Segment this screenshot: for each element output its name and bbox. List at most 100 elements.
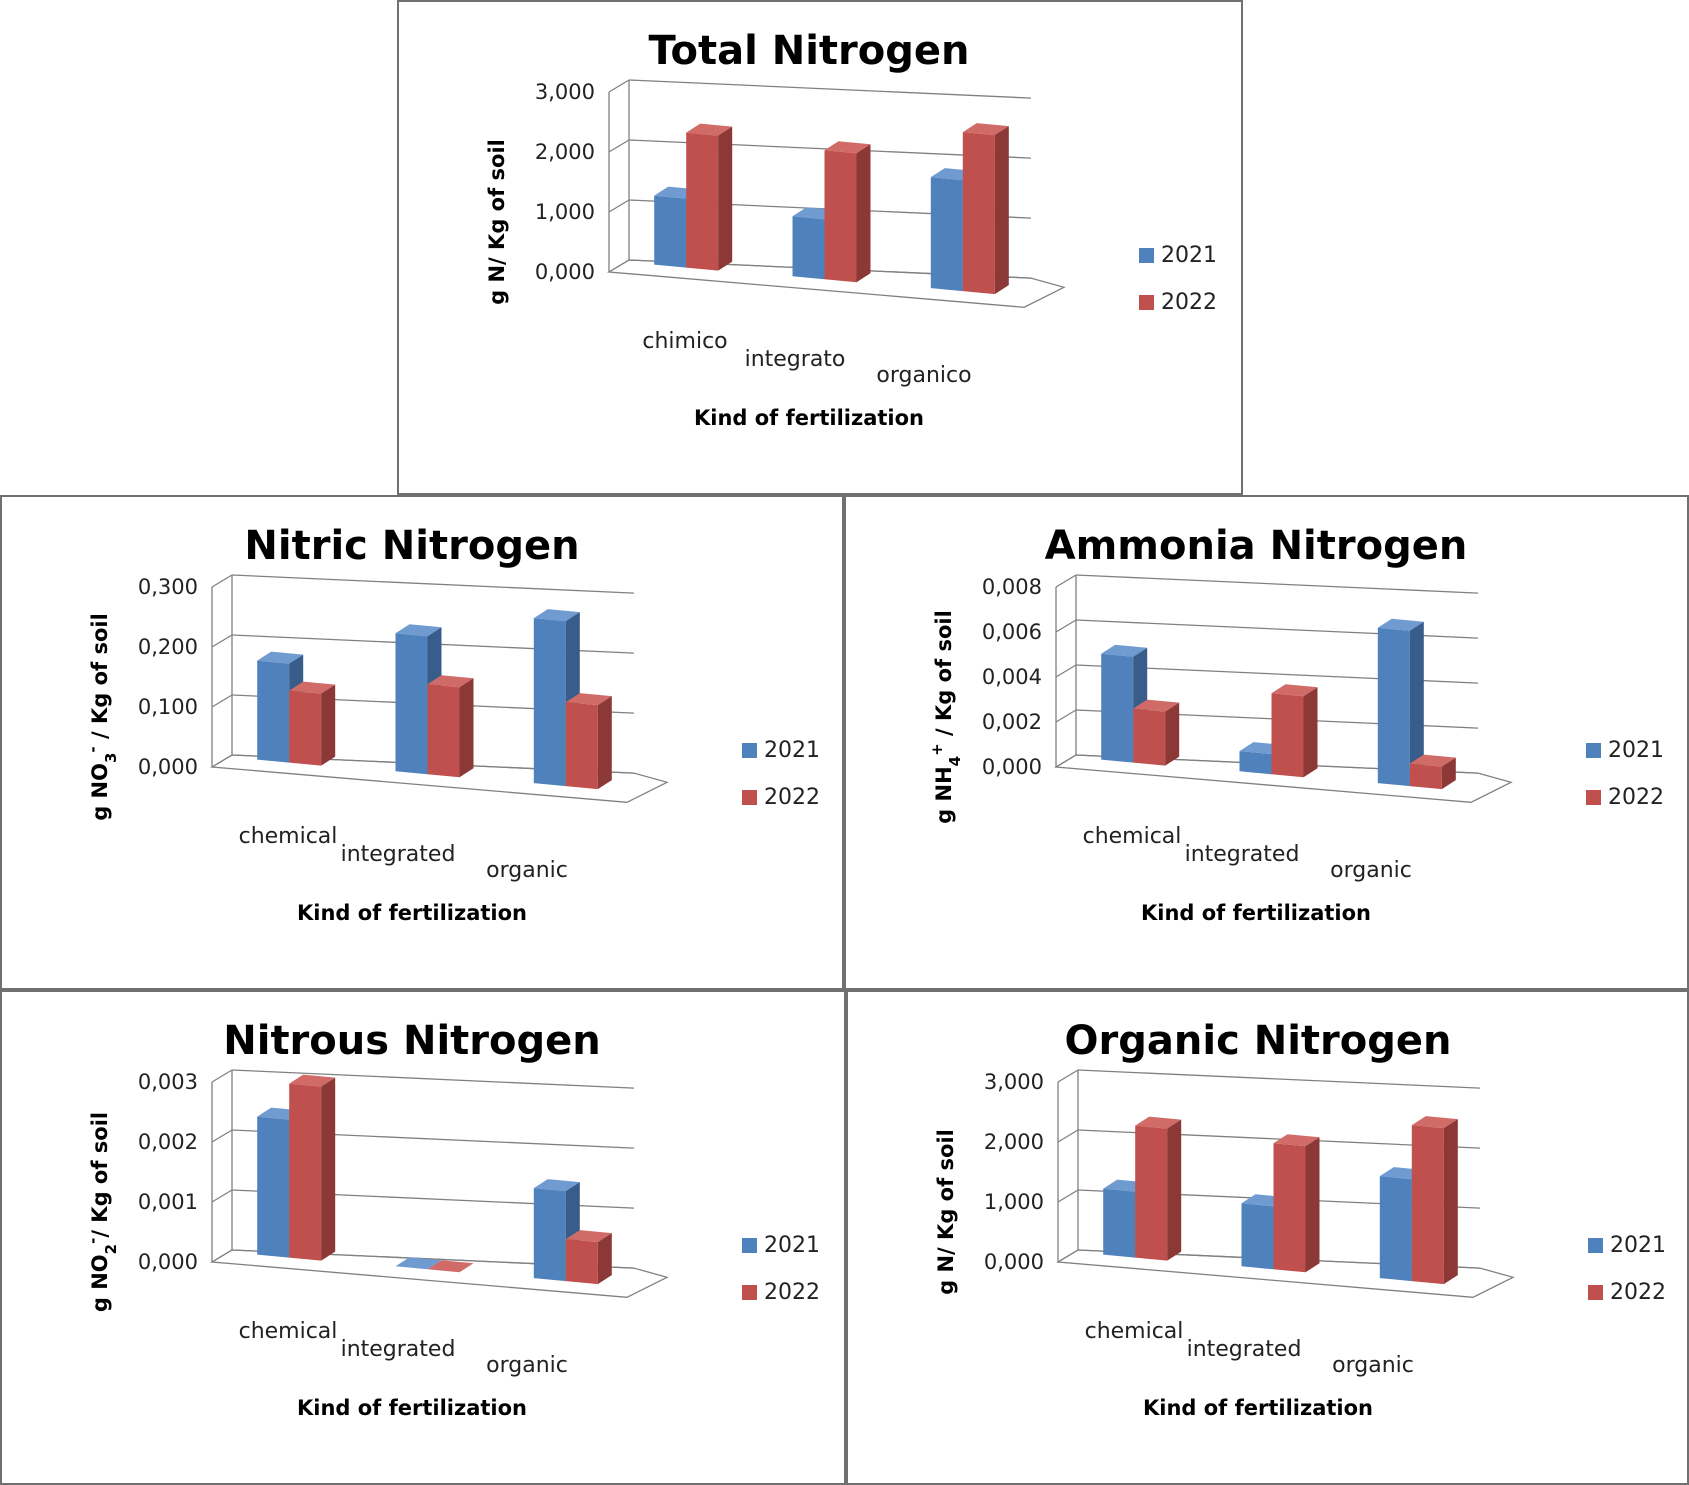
y-axis-label: g N/ Kg of soil (934, 1129, 958, 1295)
x-axis-label: Kind of fertilization (1141, 901, 1371, 925)
x-category-label: integrated (341, 842, 456, 867)
bar-front (1101, 653, 1134, 763)
bar-2022-organic (1409, 754, 1456, 790)
bar-side (994, 126, 1009, 295)
bar-front (565, 702, 598, 790)
bar-front (824, 150, 857, 283)
bar-front (1239, 751, 1272, 775)
y-axis-label: g NO3- / Kg of soil (84, 613, 120, 821)
chart-body: Ammonia Nitrogen 0,000 0,002 0,004 0,006 0,00… (928, 523, 1664, 925)
bar-front (654, 195, 687, 268)
gridline (231, 574, 635, 594)
bar-side (1443, 1119, 1458, 1285)
bar-front (289, 1083, 322, 1261)
chart-floor (1053, 754, 1513, 803)
x-axis-label: Kind of fertilization (297, 1396, 527, 1420)
bar-top (1101, 644, 1148, 657)
bar-2022-organic (1411, 1116, 1458, 1285)
bar-front (533, 618, 566, 787)
bar-top (1135, 1116, 1182, 1129)
bar-2022-chemical (1133, 699, 1180, 766)
chart-panel-nitric-nitrogen: Nitric Nitrogen 0,000 0,100 0,200 0,300 chemi… (0, 495, 844, 990)
chart-nitric-nitrogen: Nitric Nitrogen 0,000 0,100 0,200 0,300 chemi… (84, 523, 820, 925)
bar-top (1133, 699, 1180, 712)
bar-side (856, 144, 871, 283)
bar-2022-organic (565, 693, 612, 790)
bar-side (1165, 702, 1180, 766)
bar-side (1303, 687, 1318, 778)
bar-front (1135, 1125, 1168, 1261)
legend-label-2022: 2022 (1161, 290, 1217, 315)
bar-2022-integrato (824, 141, 871, 283)
y-tick-label: 0,008 (982, 575, 1042, 599)
legend-swatch-2022 (742, 790, 757, 805)
bar-2022-chimico (686, 123, 733, 271)
x-category-label: integrated (1185, 842, 1300, 867)
chart-panel-total-nitrogen: Total Nitrogen 0,000 1,000 2,000 3,000 chimic… (397, 0, 1243, 495)
y-axis-label: g N/ Kg of soil (485, 139, 509, 305)
bar-front (565, 1239, 598, 1285)
bar-side (1409, 621, 1424, 787)
gridline-side (211, 634, 233, 648)
bar-front (533, 1188, 566, 1282)
bar-top (565, 1230, 612, 1243)
x-category-label: integrated (1187, 1337, 1302, 1362)
x-category-label: organico (876, 363, 971, 388)
bar-front (1411, 1125, 1444, 1285)
chart-ammonia-nitrogen: Ammonia Nitrogen 0,000 0,002 0,004 0,006 0,00… (928, 523, 1664, 925)
bar-top (1409, 754, 1456, 767)
chart-organic-nitrogen: Organic Nitrogen 0,000 1,000 2,000 3,000 chem… (934, 1018, 1666, 1420)
gridline-side (1055, 574, 1077, 588)
bar-top (962, 123, 1009, 136)
y-tick-label: 0,006 (982, 620, 1042, 644)
y-tick-label: 0,002 (138, 1130, 198, 1154)
legend-swatch-2022 (742, 1285, 757, 1300)
chart-floor (209, 754, 669, 803)
gridline-side (211, 1129, 233, 1143)
bar-front (1241, 1203, 1274, 1270)
bar-2021-organic (1377, 618, 1424, 787)
bar-top (257, 651, 304, 664)
y-tick-label: 0,001 (138, 1190, 198, 1214)
gridline-side (608, 139, 630, 153)
y-tick-label: 0,200 (138, 635, 198, 659)
gridline-side (211, 1189, 233, 1203)
bar-side (597, 696, 612, 790)
bar-top (1271, 684, 1318, 697)
gridline (628, 79, 1032, 99)
bar-front (1273, 1143, 1306, 1273)
bar-top (533, 609, 580, 622)
chart-total-nitrogen: Total Nitrogen 0,000 1,000 2,000 3,000 chimic… (485, 28, 1217, 430)
x-category-label: organic (486, 858, 568, 883)
bar-side (597, 1233, 612, 1285)
y-tick-label: 3,000 (535, 80, 595, 104)
bar-top (289, 681, 336, 694)
y-tick-label: 0,000 (138, 755, 198, 779)
bar-side (718, 126, 733, 271)
gridline (1077, 1069, 1481, 1089)
chart-body: Nitrous Nitrogen 0,000 0,001 0,002 0,003 chem… (84, 1018, 820, 1420)
legend-swatch-2021 (1586, 743, 1601, 758)
legend-label-2022: 2022 (1608, 785, 1664, 810)
chart-title: Nitric Nitrogen (244, 523, 579, 569)
y-tick-label: 1,000 (535, 200, 595, 224)
x-category-label: integrated (341, 1337, 456, 1362)
bar-top (289, 1074, 336, 1087)
chart-floor (1055, 1249, 1515, 1298)
bar-side (1167, 1119, 1182, 1261)
x-category-label: integrato (745, 347, 846, 372)
gridline-side (1055, 709, 1077, 723)
bar-front (1409, 763, 1442, 790)
x-category-label: chimico (642, 329, 727, 354)
y-tick-label: 3,000 (984, 1070, 1044, 1094)
chart-floor (606, 259, 1066, 308)
y-tick-label: 0,000 (138, 1250, 198, 1274)
y-tick-label: 2,000 (984, 1130, 1044, 1154)
bar-front (686, 132, 719, 271)
legend-swatch-2022 (1586, 790, 1601, 805)
bar-2022-integrated (427, 675, 474, 778)
gridline-side (211, 1069, 233, 1083)
legend-label-2021: 2021 (1610, 1233, 1666, 1258)
gridline-side (608, 79, 630, 93)
gridline-side (1057, 1189, 1079, 1203)
